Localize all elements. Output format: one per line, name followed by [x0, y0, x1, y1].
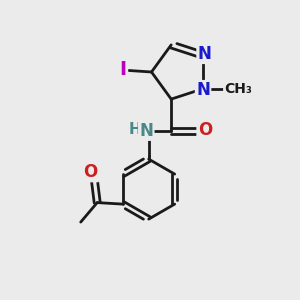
Text: N: N — [198, 45, 212, 63]
Text: N: N — [140, 122, 153, 140]
Text: O: O — [83, 163, 98, 181]
Text: CH₃: CH₃ — [224, 82, 252, 96]
Text: N: N — [196, 81, 210, 99]
Text: H: H — [129, 122, 142, 137]
Text: O: O — [198, 121, 212, 139]
Text: I: I — [119, 60, 127, 80]
